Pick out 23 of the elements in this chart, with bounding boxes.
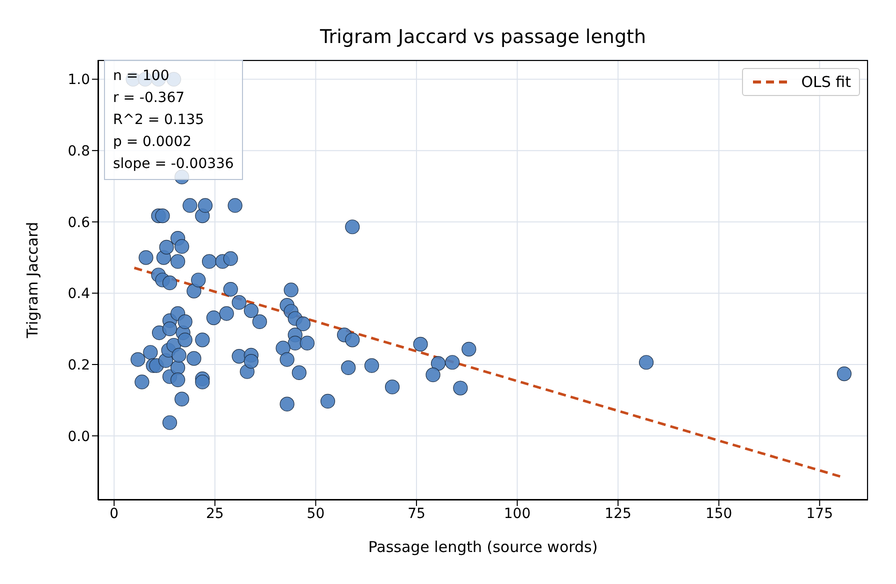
annotation: p = 0.0002 xyxy=(113,133,193,152)
annotation: n = 100 xyxy=(113,67,170,86)
x-tick-label: 0 xyxy=(110,506,119,522)
chart-title: Trigram Jaccard vs passage length xyxy=(318,26,647,48)
x-axis-title: Passage length (source words) xyxy=(368,538,598,556)
x-tick-label: 100 xyxy=(504,506,531,522)
y-tick-label: 0.2 xyxy=(68,357,90,374)
x-tick-label: 125 xyxy=(604,506,632,522)
x-tick-label: 150 xyxy=(705,506,732,522)
annotation: R^2 = 0.135 xyxy=(113,111,206,130)
x-tick-label: 75 xyxy=(408,506,426,522)
legend-label: OLS fit xyxy=(801,73,851,91)
y-tick-label: 0.4 xyxy=(68,286,90,302)
y-axis-title: Trigram Jaccard xyxy=(23,222,42,340)
y-tick-label: 0.6 xyxy=(68,214,90,231)
y-tick-label: 0.0 xyxy=(68,428,90,445)
x-tick-label: 25 xyxy=(206,506,224,522)
y-tick-label: 1.0 xyxy=(68,72,90,88)
x-tick-label: 50 xyxy=(306,506,325,522)
x-tick-label: 175 xyxy=(806,506,833,522)
annotation: slope = -0.00336 xyxy=(113,155,234,174)
y-tick-label: 0.8 xyxy=(68,144,90,160)
annotation: r = -0.367 xyxy=(113,89,186,108)
